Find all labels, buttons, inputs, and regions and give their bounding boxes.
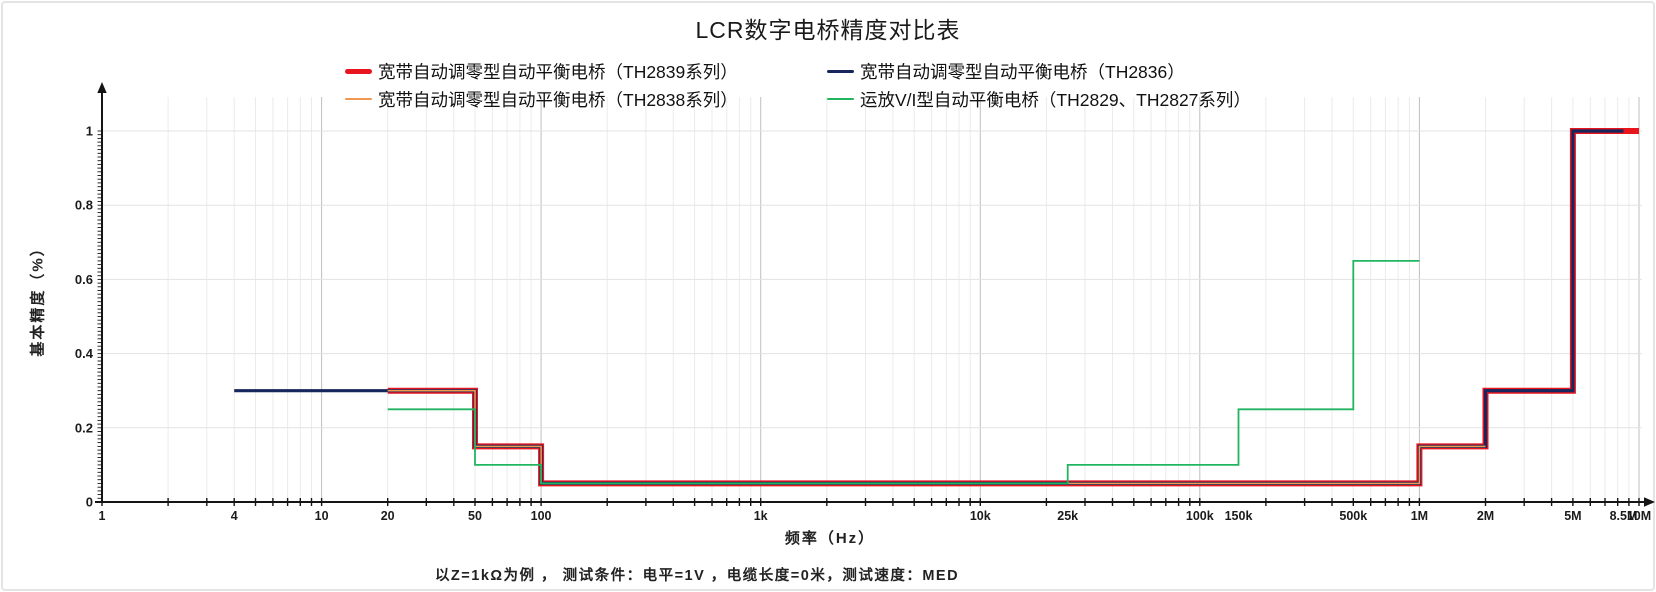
legend-line-sample-orange	[345, 98, 372, 100]
svg-text:8.5M: 8.5M	[1610, 509, 1638, 523]
svg-text:2M: 2M	[1477, 509, 1494, 523]
svg-text:1M: 1M	[1411, 509, 1428, 523]
legend-label: 宽带自动调零型自动平衡电桥（TH2838系列）	[378, 89, 738, 110]
legend-label: 运放V/I型自动平衡电桥（TH2829、TH2827系列）	[860, 89, 1251, 110]
legend-item-th2839: 宽带自动调零型自动平衡电桥（TH2839系列）	[345, 60, 827, 82]
legend: 宽带自动调零型自动平衡电桥（TH2839系列） 宽带自动调零型自动平衡电桥（TH…	[345, 60, 1251, 110]
svg-text:150k: 150k	[1225, 509, 1253, 523]
legend-line-sample-red	[345, 68, 372, 74]
x-axis-arrow	[1644, 497, 1655, 507]
x-axis-label: 频率（Hz）	[784, 530, 876, 547]
svg-text:500k: 500k	[1339, 509, 1367, 523]
svg-text:0.8: 0.8	[75, 198, 93, 213]
legend-label: 宽带自动调零型自动平衡电桥（TH2836）	[860, 61, 1185, 82]
svg-text:1: 1	[86, 124, 93, 139]
legend-label: 宽带自动调零型自动平衡电桥（TH2839系列）	[378, 61, 738, 82]
legend-item-th2838: 宽带自动调零型自动平衡电桥（TH2838系列）	[345, 88, 827, 110]
legend-line-sample-navy	[827, 69, 854, 73]
svg-text:5M: 5M	[1564, 509, 1581, 523]
legend-line-sample-green	[827, 98, 854, 100]
test-conditions-note: 以Z=1kΩ为例 ， 测试条件：电平=1V ，电缆长度=0米，测试速度：MED	[434, 568, 960, 584]
svg-text:25k: 25k	[1057, 509, 1078, 523]
svg-text:10M: 10M	[1627, 509, 1651, 523]
y-axis-arrow	[97, 82, 107, 93]
svg-text:10k: 10k	[970, 509, 991, 523]
svg-text:50: 50	[468, 509, 482, 523]
svg-text:1k: 1k	[754, 509, 768, 523]
svg-text:0.6: 0.6	[75, 272, 93, 287]
chart-title: LCR数字电桥精度对比表	[695, 17, 961, 43]
y-axis-label: 基本精度（%）	[29, 239, 47, 357]
svg-text:1: 1	[99, 509, 106, 523]
svg-text:20: 20	[381, 509, 395, 523]
svg-text:0.4: 0.4	[75, 346, 94, 361]
legend-item-th2829-th2827: 运放V/I型自动平衡电桥（TH2829、TH2827系列）	[827, 88, 1251, 110]
svg-text:0: 0	[86, 495, 93, 510]
svg-text:4: 4	[231, 509, 238, 523]
svg-text:100: 100	[531, 509, 552, 523]
svg-text:10: 10	[315, 509, 329, 523]
svg-text:100k: 100k	[1186, 509, 1214, 523]
legend-item-th2836: 宽带自动调零型自动平衡电桥（TH2836）	[827, 60, 1251, 82]
svg-text:0.2: 0.2	[75, 420, 93, 435]
